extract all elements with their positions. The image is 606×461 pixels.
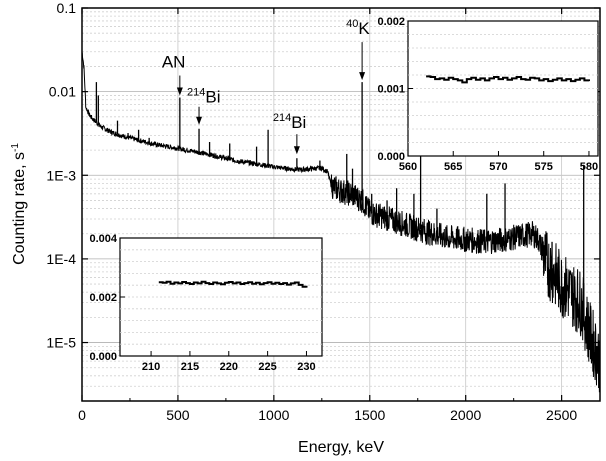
inset-x-tick-label: 560 (399, 161, 417, 173)
inset-x-tick-label: 210 (142, 361, 160, 373)
annotation-label: 214Bi (187, 87, 220, 107)
inset-x-tick-label: 575 (535, 161, 553, 173)
peak-annotation: 40K (346, 18, 370, 81)
annotation-element: Bi (291, 113, 306, 132)
annotation-element: Bi (205, 88, 220, 107)
inset-y-tick-label: 0.000 (89, 351, 117, 363)
annotation-arrowhead (359, 72, 366, 81)
spectrum-line (81, 51, 601, 393)
annotation-arrowhead (196, 116, 203, 125)
annotation-superscript: 40 (346, 18, 358, 30)
inset-bottom-left: 0.000 0.002 0.004 210 215 220 225 230 (89, 233, 323, 373)
inset-y-tick-label: 0.000 (377, 151, 405, 163)
y-tick-label: 1E-5 (46, 335, 76, 351)
inset-y-tick-label: 0.001 (377, 84, 405, 96)
main-grid (81, 7, 600, 402)
inset-top-right: 0.000 0.001 0.002 560 565 570 575 580 (377, 16, 599, 173)
x-axis-label: Energy, keV (298, 439, 384, 456)
inset-x-tick-label: 215 (181, 361, 199, 373)
inset-x-tick-label: 580 (580, 161, 598, 173)
y-axis-label: Counting rate, s-1 (10, 143, 28, 265)
x-tick-label: 1500 (354, 407, 385, 423)
annotation-label: 40K (346, 18, 370, 38)
x-tick-label: 2000 (450, 407, 481, 423)
x-tick-label: 1000 (258, 407, 289, 423)
annotation-arrowhead (176, 87, 183, 96)
annotation-superscript: 214 (187, 87, 205, 99)
annotation-element: K (358, 19, 370, 38)
annotation-label: 214Bi (273, 112, 306, 132)
inset-frame (407, 20, 599, 157)
annotation-superscript: 214 (273, 112, 291, 124)
y-tick-label: 1E-4 (46, 251, 76, 267)
x-tick-label: 2500 (546, 407, 577, 423)
inset-x-tick-label: 570 (489, 161, 507, 173)
inset-x-tick-label: 230 (297, 361, 315, 373)
inset-x-tick-label: 225 (258, 361, 276, 373)
annotation-label: AN (162, 53, 186, 72)
y-tick-label: 0.01 (49, 84, 76, 100)
inset-series-line (158, 280, 308, 288)
y-tick-label: 0.1 (57, 0, 77, 16)
inset-y-tick-label: 0.004 (89, 233, 117, 245)
peak-annotation: AN (162, 53, 186, 96)
inset-x-tick-label: 220 (220, 361, 238, 373)
peak-annotation: 214Bi (187, 87, 221, 125)
main-plot-frame (81, 7, 601, 402)
peak-annotation: 214Bi (273, 112, 306, 155)
inset-series-line (426, 75, 590, 84)
inset-y-tick-label: 0.002 (89, 292, 117, 304)
y-tick-label: 1E-3 (46, 167, 76, 183)
main-spectrum (81, 51, 601, 393)
annotation-arrowhead (293, 146, 300, 155)
x-tick-label: 0 (78, 407, 86, 423)
inset-y-tick-label: 0.002 (377, 16, 405, 28)
inset-x-tick-label: 565 (444, 161, 462, 173)
x-tick-label: 500 (166, 407, 190, 423)
